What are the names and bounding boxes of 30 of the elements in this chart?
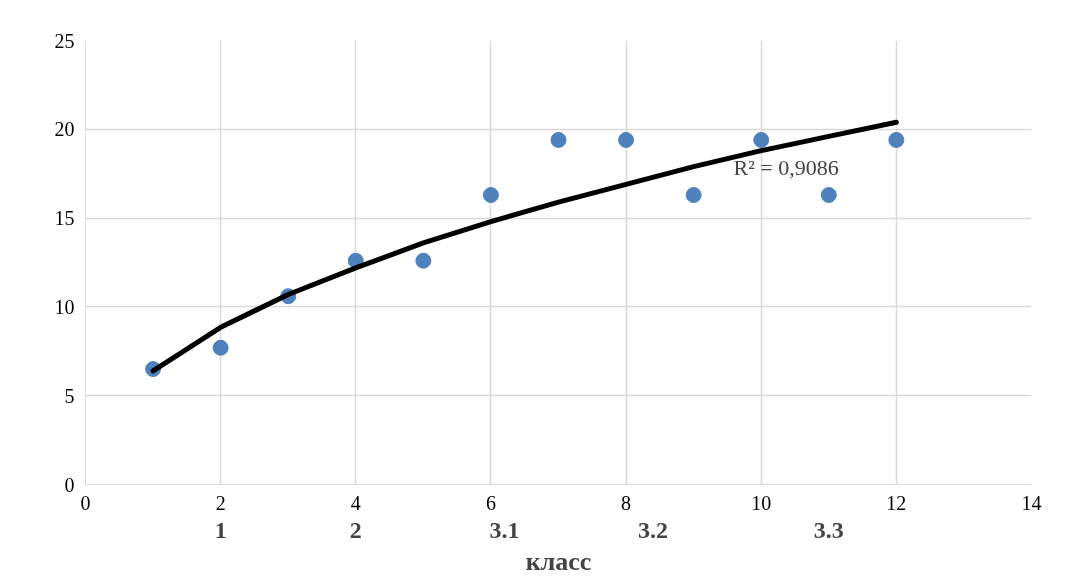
x-tick-label: 4 [350, 491, 361, 514]
x-tick-label: 8 [621, 491, 632, 514]
point [618, 131, 635, 148]
y-tick-label: 20 [54, 118, 75, 141]
point [482, 187, 499, 203]
point [753, 131, 770, 148]
point [888, 131, 905, 148]
y-tick-label: 25 [54, 29, 75, 52]
point [415, 252, 432, 269]
x-axis-title: класс [525, 546, 592, 576]
text: 2 [349, 516, 362, 543]
x-tick-label: 2 [215, 491, 226, 514]
point [550, 131, 567, 148]
annotation: R² = 0,9086 [733, 154, 839, 180]
text: 3.2 [638, 516, 669, 543]
text: 3.3 [813, 516, 844, 543]
y-tick-label: 0 [64, 473, 75, 496]
y-tick-label: 15 [54, 207, 75, 230]
point [820, 187, 837, 203]
point [212, 339, 229, 356]
x-tick-label: 10 [751, 491, 772, 514]
x-tick-label: 0 [80, 491, 91, 514]
y-tick-label: 5 [64, 384, 75, 407]
x-tick-label: 12 [886, 491, 907, 514]
x-tick-label: 6 [485, 491, 496, 514]
x-tick-label: 14 [1021, 491, 1042, 514]
text: 3.1 [489, 516, 520, 543]
text: 1 [214, 516, 227, 543]
point [685, 187, 702, 203]
y-tick-label: 10 [54, 295, 75, 318]
